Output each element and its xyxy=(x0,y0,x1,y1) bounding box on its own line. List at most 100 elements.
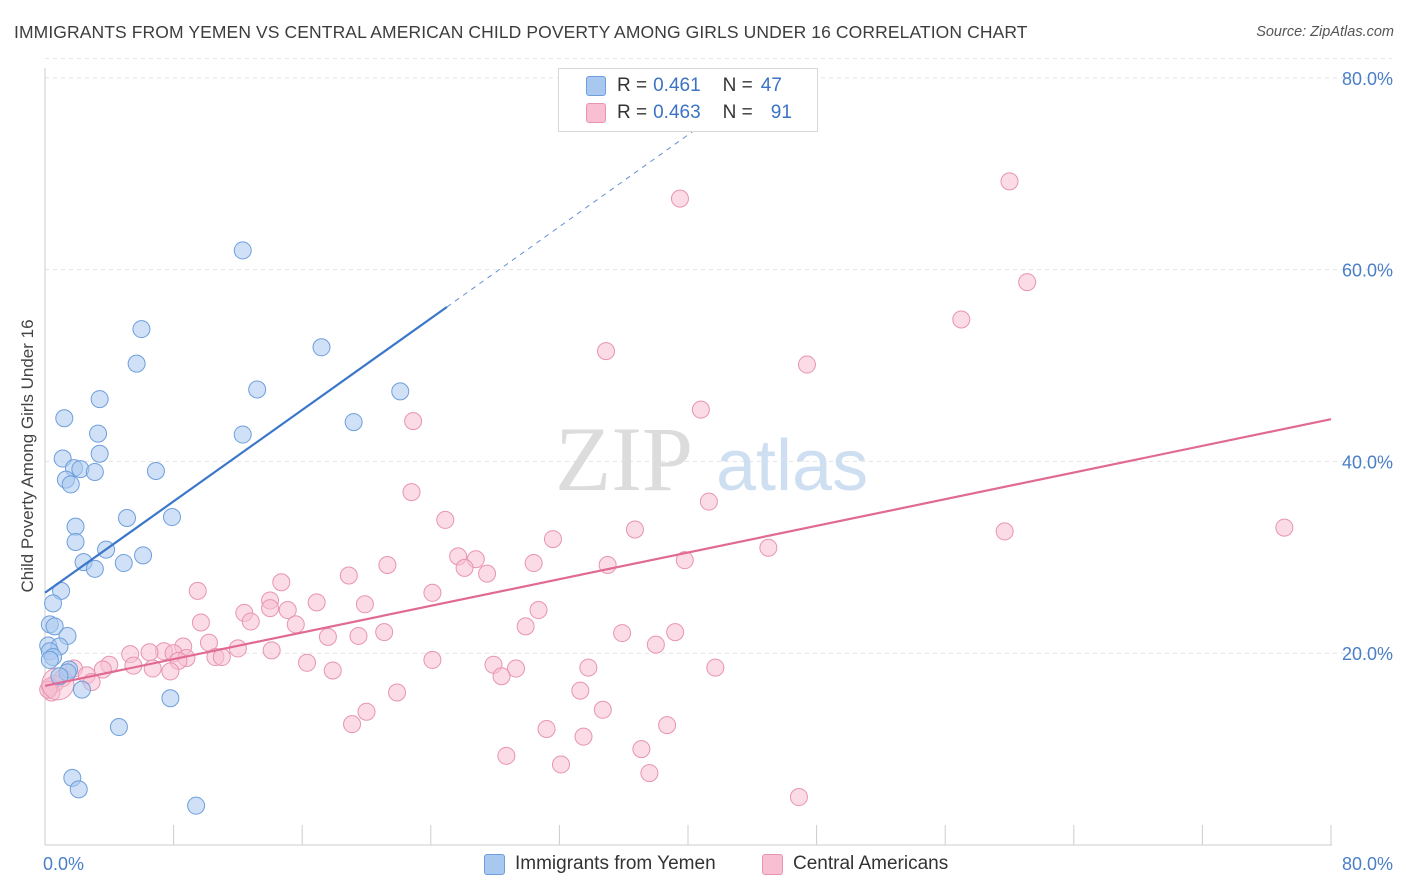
trend-line-yemen-extension xyxy=(446,108,726,308)
data-point-central-americans xyxy=(640,764,659,783)
data-point-yemen xyxy=(40,650,59,669)
legend-r-label: R = xyxy=(617,102,648,123)
data-point-central-americans xyxy=(1018,273,1037,292)
data-point-yemen xyxy=(69,780,88,799)
data-point-yemen xyxy=(391,382,410,401)
data-point-central-americans xyxy=(529,601,548,620)
legend-n-label: N = xyxy=(722,102,753,123)
data-point-yemen xyxy=(66,517,85,536)
data-point-central-americans xyxy=(375,623,394,642)
data-point-yemen xyxy=(45,617,64,636)
data-point-central-americans xyxy=(357,702,376,721)
data-point-central-americans xyxy=(506,659,525,678)
data-point-yemen xyxy=(161,689,180,708)
data-point-central-americans xyxy=(995,522,1014,541)
data-point-central-americans xyxy=(797,355,816,374)
data-point-central-americans xyxy=(323,661,342,680)
data-point-central-americans xyxy=(388,683,407,702)
data-point-yemen xyxy=(187,796,206,815)
data-point-central-americans xyxy=(574,727,593,746)
data-point-central-americans xyxy=(318,627,337,646)
legend-row-central-americans: R = 0.463 N = 91 xyxy=(586,100,792,126)
data-point-yemen xyxy=(66,532,85,551)
legend-row-yemen: R = 0.461 N = 47 xyxy=(586,73,782,99)
data-point-central-americans xyxy=(516,617,535,636)
data-point-yemen xyxy=(50,667,69,686)
data-point-central-americans xyxy=(537,719,556,738)
data-point-central-americans xyxy=(613,624,632,643)
data-point-central-americans xyxy=(543,530,562,549)
y-tick-label: 60.0% xyxy=(1342,261,1393,281)
data-point-central-americans xyxy=(699,492,718,511)
data-point-central-americans xyxy=(140,643,159,662)
data-point-central-americans xyxy=(228,639,247,658)
data-point-central-americans xyxy=(670,189,689,208)
data-point-central-americans xyxy=(579,658,598,677)
y-axis-label: Child Poverty Among Girls Under 16 xyxy=(18,319,37,592)
data-point-central-americans xyxy=(1275,518,1294,537)
yemen-points xyxy=(39,241,410,815)
data-point-yemen xyxy=(248,380,267,399)
tick-labels: 20.0% 40.0% 60.0% 80.0% 0.0% 80.0% xyxy=(43,69,1393,874)
data-point-central-americans xyxy=(404,412,423,431)
data-point-central-americans xyxy=(625,520,644,539)
data-point-central-americans xyxy=(1000,172,1019,191)
bottom-legend-label-yemen: Immigrants from Yemen xyxy=(515,853,716,874)
watermark: ZIP atlas xyxy=(555,408,868,510)
data-point-central-americans xyxy=(355,595,374,614)
data-point-central-americans xyxy=(339,566,358,585)
data-point-central-americans xyxy=(952,310,971,329)
stats-legend: R = 0.461 N = 47 R = 0.463 N = 91 xyxy=(558,68,818,132)
data-point-central-americans xyxy=(241,612,260,631)
data-point-central-americans xyxy=(262,641,281,660)
data-point-central-americans xyxy=(492,667,511,686)
data-point-yemen xyxy=(312,338,331,357)
bottom-legend-swatch-pink xyxy=(762,853,783,875)
data-point-central-americans xyxy=(298,653,317,672)
x-tick-label-min: 0.0% xyxy=(43,854,84,874)
data-point-central-americans xyxy=(597,342,616,361)
data-point-yemen xyxy=(134,546,153,565)
data-point-yemen xyxy=(44,594,63,613)
data-point-central-americans xyxy=(378,555,397,574)
bottom-legend-yemen: Immigrants from Yemen xyxy=(484,852,716,876)
data-point-yemen xyxy=(114,554,133,573)
trend-lines xyxy=(44,108,1332,687)
legend-r-label: R = xyxy=(617,75,648,96)
data-point-yemen xyxy=(72,680,91,699)
data-point-central-americans xyxy=(632,740,651,759)
data-point-central-americans xyxy=(188,581,207,600)
legend-n-label: N = xyxy=(722,75,753,96)
legend-swatch-pink xyxy=(586,103,606,123)
data-point-central-americans xyxy=(307,593,326,612)
data-point-central-americans xyxy=(272,573,291,592)
data-point-yemen xyxy=(90,444,109,463)
legend-n-value: 91 xyxy=(770,102,792,123)
watermark-atlas: atlas xyxy=(716,426,868,506)
data-point-yemen xyxy=(233,425,252,444)
watermark-zip: ZIP xyxy=(555,408,693,510)
data-point-yemen xyxy=(132,320,151,339)
data-point-central-americans xyxy=(646,635,665,654)
data-point-central-americans xyxy=(759,538,778,557)
data-point-central-americans xyxy=(666,623,685,642)
data-point-yemen xyxy=(233,241,252,260)
data-point-central-americans xyxy=(706,658,725,677)
axes xyxy=(44,68,1332,846)
data-point-yemen xyxy=(55,409,74,428)
data-point-yemen xyxy=(127,354,146,373)
bottom-legend-swatch-blue xyxy=(484,853,505,875)
data-point-central-americans xyxy=(478,564,497,583)
data-point-central-americans xyxy=(161,662,180,681)
data-point-central-americans xyxy=(349,626,368,645)
data-point-central-americans xyxy=(423,583,442,602)
data-point-yemen xyxy=(61,475,80,494)
y-tick-label: 80.0% xyxy=(1342,69,1393,89)
data-point-yemen xyxy=(85,559,104,578)
data-point-central-americans xyxy=(278,601,297,620)
data-point-central-americans xyxy=(191,613,210,632)
data-point-yemen xyxy=(109,718,128,737)
bottom-legend-central-americans: Central Americans xyxy=(762,852,948,876)
data-point-central-americans xyxy=(402,483,421,502)
